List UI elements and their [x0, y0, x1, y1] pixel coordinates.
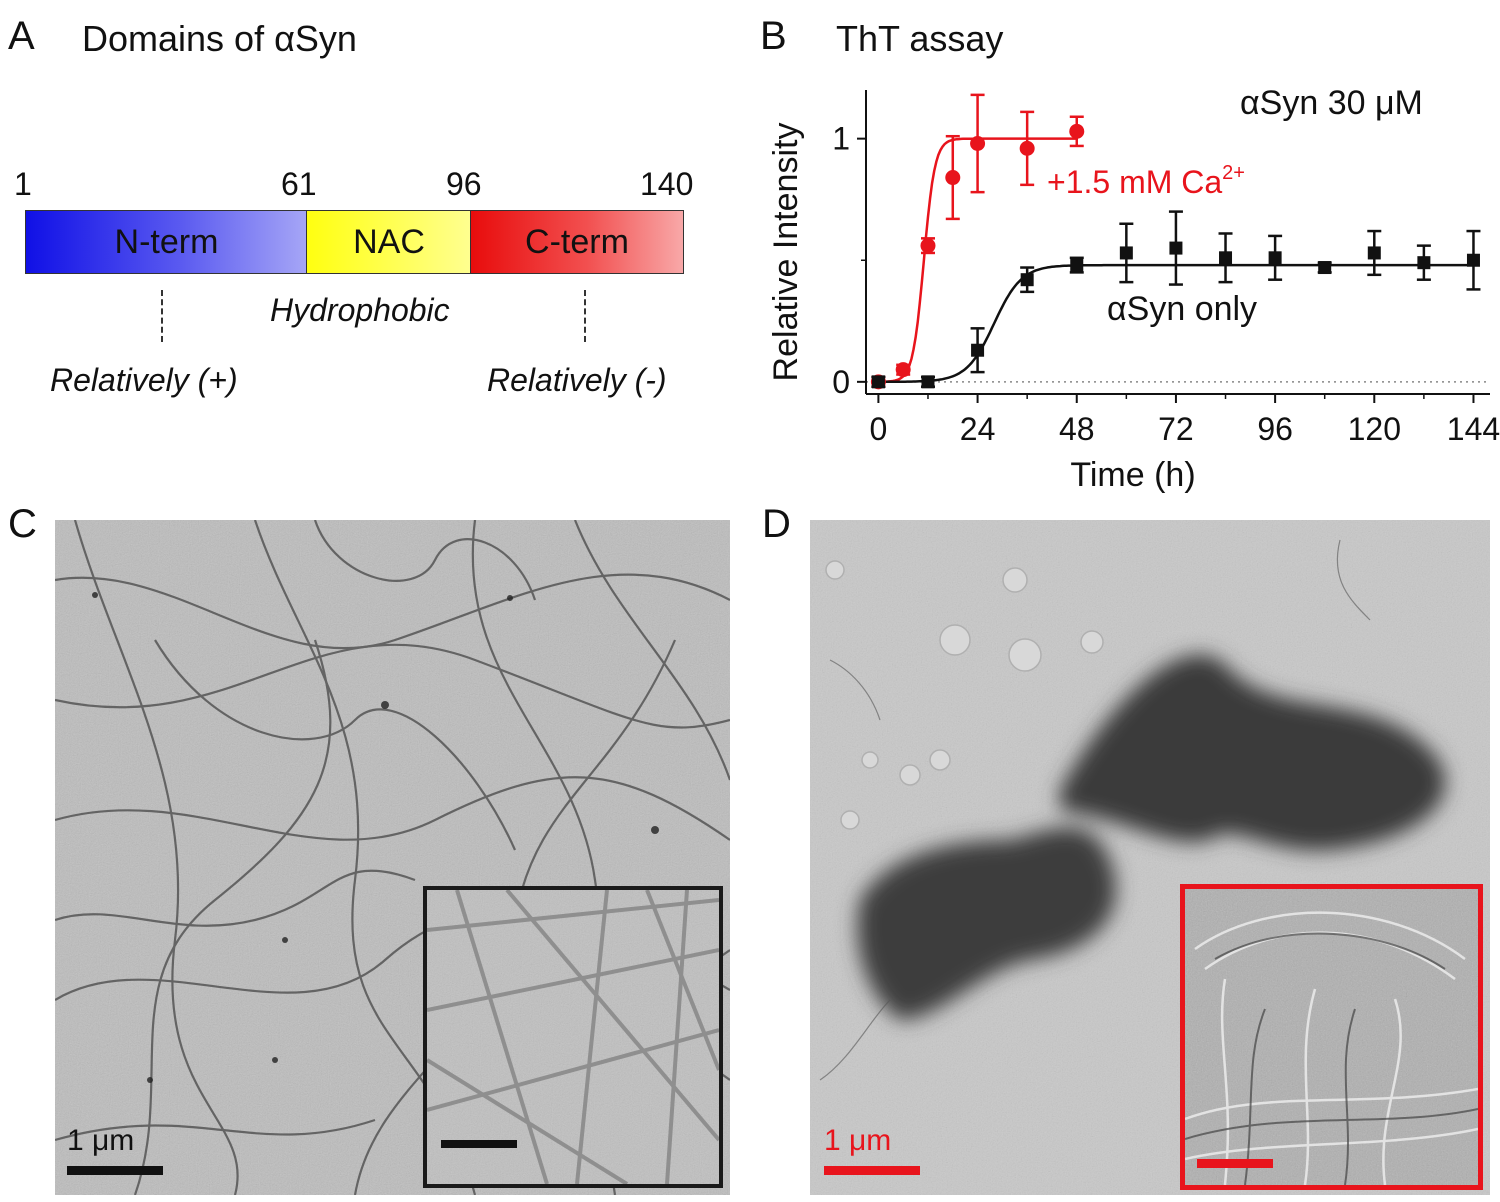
- hydrophobic-label: Hydrophobic: [270, 292, 450, 328]
- scalebar-label-c: 1 μm: [67, 1124, 135, 1157]
- only-series-label: αSyn only: [1107, 290, 1257, 328]
- data-point-0: [920, 238, 936, 254]
- x-tick-label: 120: [1348, 411, 1401, 447]
- data-point-1: [1219, 251, 1233, 265]
- nterm-charge-label: Relatively (+): [50, 362, 238, 398]
- scalebar-c: [67, 1166, 163, 1175]
- domain-nac: NAC: [306, 210, 472, 274]
- inset-scalebar-c: [441, 1140, 517, 1148]
- data-point-1: [1417, 256, 1431, 270]
- chart-series: [870, 93, 1481, 390]
- data-point-1: [971, 343, 985, 357]
- domain-nterm: N-term: [25, 210, 308, 274]
- domain-cterm: C-term: [470, 210, 684, 274]
- y-axis-title: Relative Intensity: [767, 123, 805, 382]
- x-tick-label: 144: [1447, 411, 1500, 447]
- fibril-inset: [423, 886, 723, 1188]
- concentration-label: αSyn 30 μM: [1240, 84, 1423, 122]
- panel-a-label: A: [8, 14, 35, 58]
- residue-140: 140: [640, 166, 694, 202]
- data-point-1: [1466, 253, 1480, 267]
- panel-b-label: B: [760, 14, 787, 58]
- residue-96: 96: [446, 166, 482, 202]
- inset-scalebar-d: [1197, 1159, 1273, 1168]
- data-point-1: [921, 375, 935, 389]
- y-tick-label: 1: [832, 121, 850, 157]
- data-point-0: [1069, 123, 1085, 139]
- data-point-1: [1367, 246, 1381, 260]
- domain-nterm-label: N-term: [114, 222, 219, 261]
- calcium-series-label: +1.5 mM Ca2+: [1047, 162, 1245, 200]
- cterm-dash-line: [584, 290, 586, 342]
- tem-image-fibrils: 1 μm: [55, 520, 730, 1195]
- fibril-inset-image: [427, 890, 719, 1184]
- data-point-1: [1318, 261, 1332, 275]
- scalebar-label-d: 1 μm: [824, 1124, 892, 1157]
- data-point-0: [895, 362, 911, 378]
- panel-a-title: Domains of αSyn: [82, 18, 357, 59]
- domain-nac-label: NAC: [353, 222, 425, 261]
- data-point-0: [1019, 140, 1035, 156]
- data-point-1: [1119, 246, 1133, 260]
- cterm-charge-label: Relatively (-): [487, 362, 667, 398]
- panel-b-title: ThT assay: [836, 18, 1004, 59]
- chart-axes: 0 24 48 72 96 120 144 0 1 Time (h) Relative Intens…: [767, 90, 1500, 494]
- data-point-1: [1020, 273, 1034, 287]
- tht-assay-chart: 0 24 48 72 96 120 144 0 1 Time (h) Relative Intens…: [767, 84, 1500, 494]
- panel-c-label: C: [8, 502, 37, 546]
- x-axis-title: Time (h): [1070, 456, 1195, 494]
- panel-d-label: D: [762, 502, 791, 546]
- data-point-0: [970, 136, 986, 152]
- data-point-1: [1070, 258, 1084, 272]
- aggregate-inset-image: [1185, 889, 1478, 1185]
- data-point-1: [1169, 241, 1183, 255]
- x-tick-label: 96: [1257, 411, 1293, 447]
- tem-image-aggregates: 1 μm: [810, 520, 1490, 1195]
- domain-cterm-label: C-term: [525, 222, 629, 261]
- data-point-1: [1268, 251, 1282, 265]
- nterm-dash-line: [161, 290, 163, 342]
- y-tick-label: 0: [832, 364, 850, 400]
- x-tick-label: 24: [960, 411, 996, 447]
- scalebar-d: [824, 1166, 920, 1175]
- x-tick-label: 72: [1158, 411, 1194, 447]
- x-tick-label: 48: [1059, 411, 1095, 447]
- data-point-0: [945, 170, 961, 186]
- x-tick-label: 0: [869, 411, 887, 447]
- residue-61: 61: [281, 166, 317, 202]
- aggregate-inset: [1180, 884, 1483, 1190]
- residue-1: 1: [14, 166, 32, 202]
- data-point-1: [871, 375, 885, 389]
